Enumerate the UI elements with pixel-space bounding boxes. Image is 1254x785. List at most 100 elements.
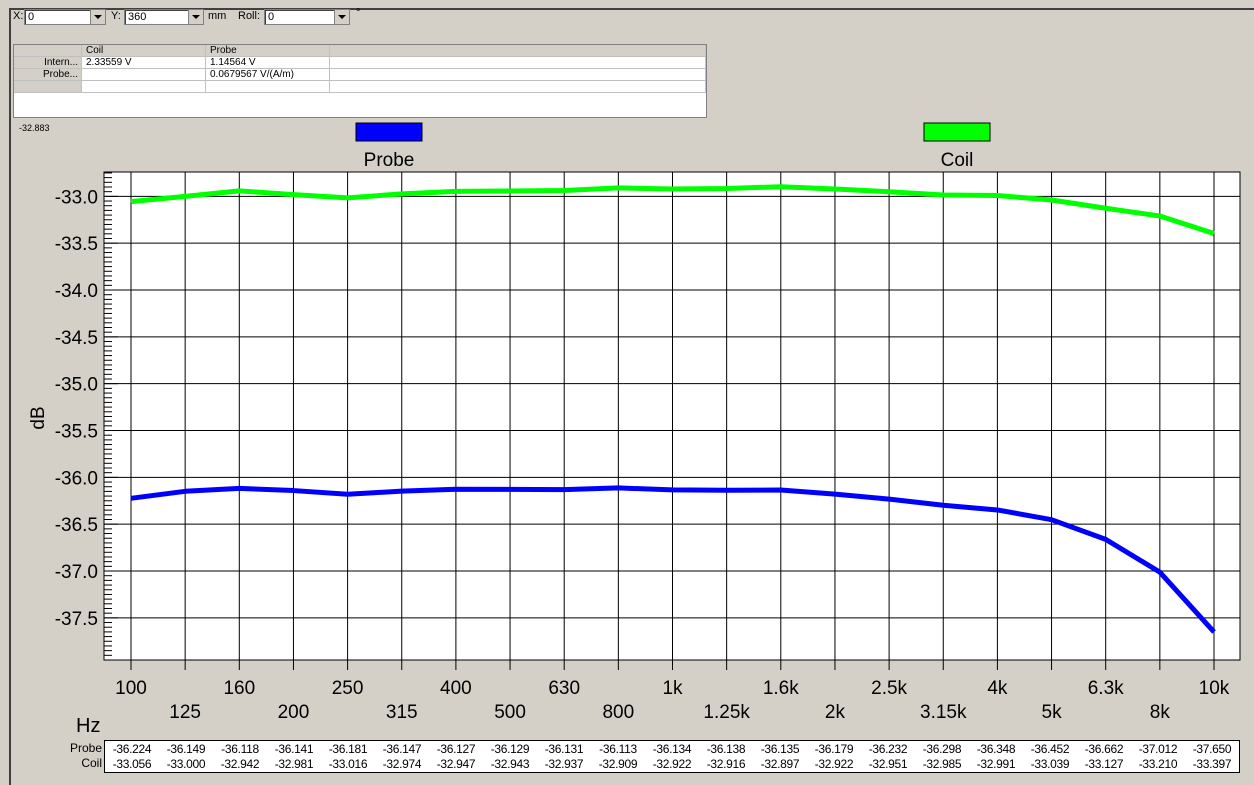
probe-value-cell: -36.113 bbox=[599, 742, 637, 756]
probe-data-point bbox=[509, 488, 511, 490]
probe-data-point bbox=[455, 488, 457, 490]
coil-data-point bbox=[1051, 199, 1053, 201]
x-tick-label: 3.15k bbox=[920, 702, 967, 723]
probe-data-point bbox=[942, 504, 944, 506]
y-tick-label: -35.5 bbox=[55, 422, 98, 443]
x-label: X: bbox=[13, 10, 24, 22]
coil-value-cell: -33.039 bbox=[1030, 757, 1070, 771]
coil-value-cell: -32.981 bbox=[274, 757, 314, 771]
coil-data-point bbox=[1213, 233, 1215, 235]
probe-data-point bbox=[130, 497, 132, 499]
coil-data-point bbox=[563, 189, 565, 191]
coil-value-cell: -32.947 bbox=[436, 757, 476, 771]
x-value: 0 bbox=[28, 11, 35, 23]
summary-cell[interactable] bbox=[330, 81, 706, 93]
probe-data-point bbox=[238, 487, 240, 489]
probe-value-cell: -37.650 bbox=[1192, 742, 1232, 756]
probe-value-cell: -36.298 bbox=[922, 742, 962, 756]
y-tick-label: -34.5 bbox=[55, 328, 98, 349]
probe-value-cell: -36.224 bbox=[112, 742, 152, 756]
roll-combo[interactable]: 0 bbox=[264, 9, 350, 25]
summary-header-cell[interactable]: Probe bbox=[206, 45, 330, 57]
summary-row-label[interactable] bbox=[14, 81, 82, 93]
y-dropdown-arrow-icon[interactable] bbox=[188, 10, 203, 24]
probe-data-point bbox=[996, 509, 998, 511]
coil-value-cell: -32.943 bbox=[490, 757, 530, 771]
roll-dropdown-arrow-icon[interactable] bbox=[334, 10, 349, 24]
y-tick-label: -33.5 bbox=[55, 234, 98, 255]
probe-value-cell: -36.138 bbox=[706, 742, 746, 756]
coil-value-cell: -32.937 bbox=[544, 757, 584, 771]
probe-data-point bbox=[726, 489, 728, 491]
probe-value-cell: -37.012 bbox=[1138, 742, 1178, 756]
x-tick-label: 1.25k bbox=[703, 702, 750, 723]
probe-value-cell: -36.118 bbox=[221, 742, 259, 756]
y-combo[interactable]: 360 bbox=[124, 9, 204, 25]
y-tick-label: -36.5 bbox=[55, 515, 98, 536]
x-tick-label: 160 bbox=[223, 678, 255, 699]
roll-label: Roll: bbox=[238, 10, 261, 22]
coil-data-point bbox=[672, 188, 673, 190]
coil-value-cell: -33.397 bbox=[1192, 757, 1232, 771]
probe-data-point bbox=[888, 498, 890, 500]
summary-cell[interactable] bbox=[206, 81, 330, 93]
coil-data-point bbox=[238, 190, 240, 192]
coil-data-point bbox=[347, 197, 349, 199]
summary-cell[interactable]: 1.14564 V bbox=[206, 57, 330, 69]
probe-data-point bbox=[1159, 571, 1161, 573]
probe-value-cell: -36.179 bbox=[814, 742, 854, 756]
y-tick-label: -35.0 bbox=[55, 375, 98, 396]
coil-value-cell: -32.985 bbox=[922, 757, 962, 771]
summary-cell[interactable] bbox=[82, 69, 206, 81]
x-dropdown-arrow-icon[interactable] bbox=[90, 10, 105, 24]
value-table: -36.224 -36.149 -36.118 -36.141 -36.181 -36.1… bbox=[104, 740, 1240, 773]
x-tick-label: 8k bbox=[1150, 702, 1171, 723]
coil-data-point bbox=[401, 193, 403, 195]
summary-cell[interactable]: 2.33559 V bbox=[82, 57, 206, 69]
legend-label: Probe bbox=[364, 150, 415, 171]
summary-table: Coil Probe Intern... 2.33559 V 1.14564 V… bbox=[13, 44, 707, 118]
coil-data-point bbox=[780, 186, 782, 188]
probe-value-cell: -36.131 bbox=[544, 742, 584, 756]
probe-data-point bbox=[184, 490, 186, 492]
x-tick-label: 100 bbox=[115, 678, 147, 699]
probe-data-point bbox=[563, 489, 565, 491]
probe-data-point bbox=[834, 493, 836, 495]
coil-value-cell: -32.916 bbox=[706, 757, 746, 771]
probe-value-cell: -36.232 bbox=[868, 742, 908, 756]
coil-data-point bbox=[1159, 215, 1161, 217]
y-tick-label: -33.0 bbox=[55, 187, 98, 208]
legend-swatch bbox=[355, 122, 423, 142]
value-table-coil-row: -33.056 -33.000 -32.942 -32.981 -33.016 -32.9… bbox=[105, 757, 1239, 772]
summary-row-label[interactable]: Probe... bbox=[14, 69, 82, 81]
coil-data-point bbox=[130, 201, 132, 203]
probe-data-point bbox=[292, 490, 294, 492]
y-axis-label: dB bbox=[28, 406, 49, 429]
coil-value-cell: -32.942 bbox=[220, 757, 260, 771]
y-value: 360 bbox=[128, 11, 147, 23]
x-tick-label: 125 bbox=[169, 702, 201, 723]
probe-data-point bbox=[1105, 538, 1107, 540]
coil-value-cell: -32.991 bbox=[976, 757, 1016, 771]
coil-data-point bbox=[888, 191, 890, 193]
coil-value-cell: -32.922 bbox=[814, 757, 854, 771]
summary-cell[interactable] bbox=[82, 81, 206, 93]
summary-row-label[interactable]: Intern... bbox=[14, 57, 82, 69]
coil-value-cell: -33.127 bbox=[1084, 757, 1124, 771]
summary-cell[interactable] bbox=[330, 57, 706, 69]
y-tick-label: -37.0 bbox=[55, 562, 98, 583]
roll-value: 0 bbox=[268, 11, 275, 23]
summary-header-cell[interactable]: Coil bbox=[82, 45, 206, 57]
coil-value-cell: -33.210 bbox=[1138, 757, 1178, 771]
probe-value-cell: -36.348 bbox=[976, 742, 1016, 756]
x-tick-label: 250 bbox=[332, 678, 364, 699]
value-table-coil-label: Coil bbox=[81, 756, 102, 770]
coil-value-cell: -32.951 bbox=[868, 757, 908, 771]
x-tick-label: 200 bbox=[278, 702, 310, 723]
summary-cell[interactable] bbox=[330, 69, 706, 81]
probe-value-cell: -36.181 bbox=[328, 742, 368, 756]
x-combo[interactable]: 0 bbox=[24, 9, 106, 25]
probe-value-cell: -36.662 bbox=[1084, 742, 1124, 756]
x-tick-label: 10k bbox=[1199, 678, 1230, 699]
summary-cell[interactable]: 0.0679567 V/(A/m) bbox=[206, 69, 330, 81]
